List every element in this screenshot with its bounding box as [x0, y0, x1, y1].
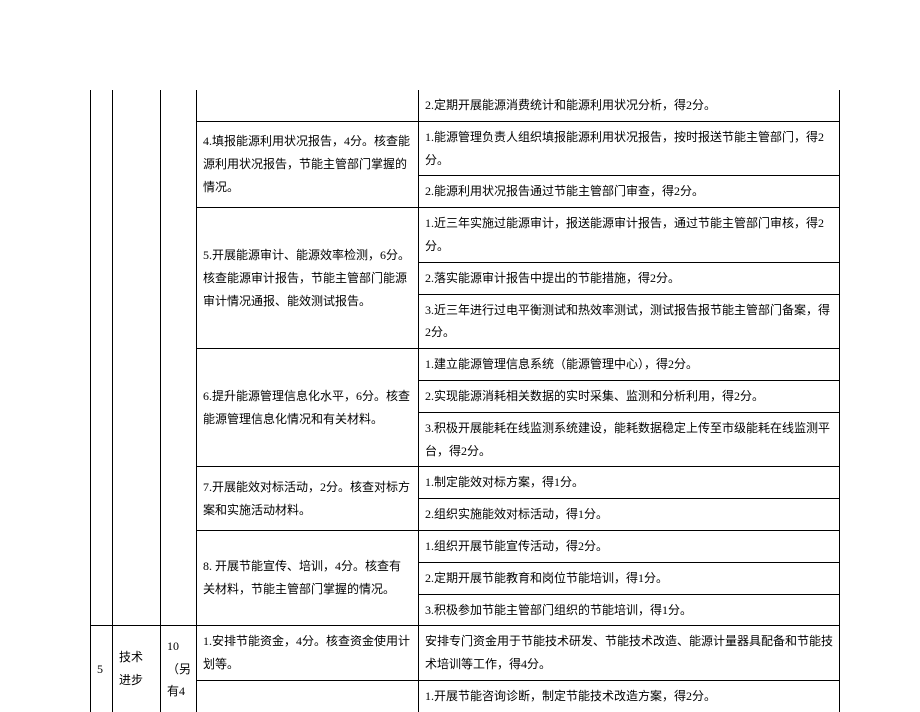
detail-cell: 3.积极参加节能主管部门组织的节能培训，得1分。: [419, 594, 840, 626]
item-cell: 6.提升能源管理信息化水平，6分。核查能源管理信息化情况和有关材料。: [197, 349, 419, 467]
detail-cell: 2.定期开展能源消费统计和能源利用状况分析，得2分。: [419, 90, 840, 121]
item-cell: 7.开展能效对标活动，2分。核查对标方案和实施活动材料。: [197, 467, 419, 531]
cat-cell-cont: [113, 90, 161, 626]
detail-cell: 3.近三年进行过电平衡测试和热效率测试，测试报告报节能主管部门备案，得2分。: [419, 294, 840, 349]
table-row: 1.开展节能咨询诊断，制定节能技术改造方案，得2分。: [91, 680, 840, 711]
detail-cell: 2.定期开展节能教育和岗位节能培训，得1分。: [419, 562, 840, 594]
detail-cell: 1.开展节能咨询诊断，制定节能技术改造方案，得2分。: [419, 680, 840, 711]
evaluation-table: 2.定期开展能源消费统计和能源利用状况分析，得2分。 4.填报能源利用状况报告，…: [90, 90, 840, 712]
table-row: 5 技术进步 10（另有4 1.安排节能资金，4分。核查资金使用计划等。 安排专…: [91, 626, 840, 681]
document-page: 2.定期开展能源消费统计和能源利用状况分析，得2分。 4.填报能源利用状况报告，…: [0, 0, 920, 651]
detail-cell: 2.能源利用状况报告通过节能主管部门审查，得2分。: [419, 176, 840, 208]
idx-cell-cont: [91, 90, 113, 626]
detail-cell: 1.组织开展节能宣传活动，得2分。: [419, 530, 840, 562]
table-row: 4.填报能源利用状况报告，4分。核查能源利用状况报告，节能主管部门掌握的情况。 …: [91, 121, 840, 176]
table-row: 6.提升能源管理信息化水平，6分。核查能源管理信息化情况和有关材料。 1.建立能…: [91, 349, 840, 381]
idx-cell: 5: [91, 626, 113, 712]
detail-cell: 1.能源管理负责人组织填报能源利用状况报告，按时报送节能主管部门，得2分。: [419, 121, 840, 176]
item-cell: 8. 开展节能宣传、培训，4分。核查有关材料，节能主管部门掌握的情况。: [197, 530, 419, 625]
detail-cell: 1.近三年实施过能源审计，报送能源审计报告，通过节能主管部门审核，得2分。: [419, 208, 840, 263]
score-cell-cont: [161, 90, 197, 626]
detail-cell: 1.建立能源管理信息系统（能源管理中心），得2分。: [419, 349, 840, 381]
detail-cell: 3.积极开展能耗在线监测系统建设，能耗数据稳定上传至市级能耗在线监测平台，得2分…: [419, 412, 840, 467]
table-row: 5.开展能源审计、能源效率检测，6分。核查能源审计报告，节能主管部门能源审计情况…: [91, 208, 840, 263]
item-cell: 1.安排节能资金，4分。核查资金使用计划等。: [197, 626, 419, 681]
table-row: 7.开展能效对标活动，2分。核查对标方案和实施活动材料。 1.制定能效对标方案，…: [91, 467, 840, 499]
detail-cell: 安排专门资金用于节能技术研发、节能技术改造、能源计量器具配备和节能技术培训等工作…: [419, 626, 840, 681]
item-cell: 4.填报能源利用状况报告，4分。核查能源利用状况报告，节能主管部门掌握的情况。: [197, 121, 419, 207]
detail-cell: 2.实现能源消耗相关数据的实时采集、监测和分析利用，得2分。: [419, 380, 840, 412]
item-cell: 5.开展能源审计、能源效率检测，6分。核查能源审计报告，节能主管部门能源审计情况…: [197, 208, 419, 349]
detail-cell: 1.制定能效对标方案，得1分。: [419, 467, 840, 499]
detail-cell: 2.落实能源审计报告中提出的节能措施，得2分。: [419, 262, 840, 294]
detail-cell: 2.组织实施能效对标活动，得1分。: [419, 499, 840, 531]
item-cell-cont: [197, 90, 419, 121]
table-row: 8. 开展节能宣传、培训，4分。核查有关材料，节能主管部门掌握的情况。 1.组织…: [91, 530, 840, 562]
cat-cell: 技术进步: [113, 626, 161, 712]
score-cell: 10（另有4: [161, 626, 197, 712]
table-row: 2.定期开展能源消费统计和能源利用状况分析，得2分。: [91, 90, 840, 121]
item-cell-cont2: [197, 680, 419, 711]
